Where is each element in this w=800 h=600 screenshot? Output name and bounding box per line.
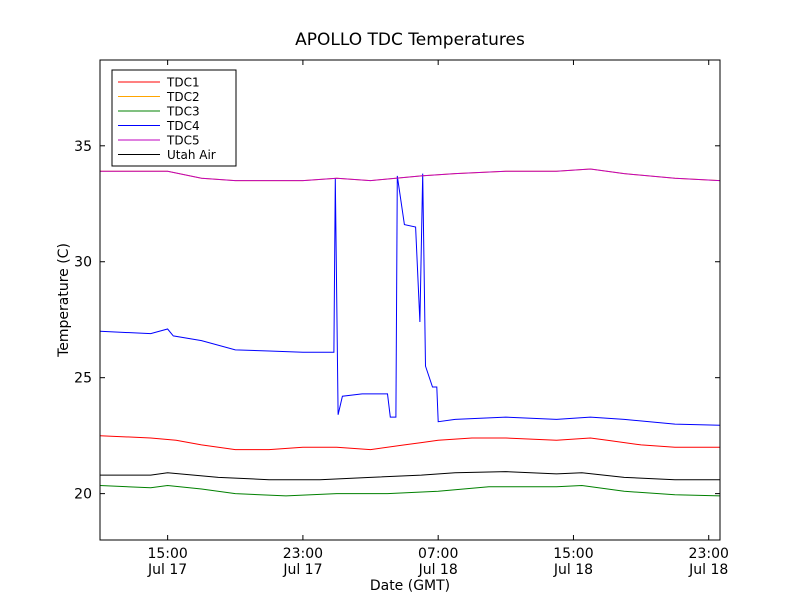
x-tick-date: Jul 18 <box>688 562 728 578</box>
series-line-6 <box>100 471 720 481</box>
y-tick-label: 35 <box>74 139 92 155</box>
x-tick-time: 15:00 <box>553 546 593 562</box>
y-tick-label: 30 <box>74 255 92 271</box>
x-tick-date: Jul 17 <box>147 562 187 578</box>
series-line-5 <box>100 168 720 182</box>
y-tick-label: 25 <box>74 371 92 387</box>
x-tick-date: Jul 17 <box>282 562 322 578</box>
series-line-1 <box>100 435 720 451</box>
legend-box <box>111 69 237 167</box>
x-tick-time: 15:00 <box>147 546 187 562</box>
y-axis: 20 25 30 35 <box>74 139 720 503</box>
series-line-4 <box>100 173 720 426</box>
x-axis-label: Date (GMT) <box>370 578 450 594</box>
plot-frame <box>99 59 721 541</box>
x-tick-date: Jul 18 <box>553 562 593 578</box>
series-layer <box>100 168 720 497</box>
series-line-3 <box>100 484 720 497</box>
x-tick-date: Jul 18 <box>418 562 458 578</box>
legend-label-2: TDC2 <box>166 90 200 104</box>
x-tick-time: 23:00 <box>283 546 323 562</box>
y-tick-label: 20 <box>74 487 92 503</box>
legend-label-4: TDC4 <box>166 119 200 133</box>
legend-label-5: TDC5 <box>166 134 200 148</box>
legend-label-3: TDC3 <box>166 105 200 119</box>
x-tick-time: 07:00 <box>418 546 458 562</box>
legend-label-1: TDC1 <box>166 76 200 90</box>
chart-title: APOLLO TDC Temperatures <box>295 30 525 50</box>
legend-label-6: Utah Air <box>167 148 216 162</box>
y-axis-label: Temperature (C) <box>56 243 72 358</box>
x-tick-time: 23:00 <box>689 546 729 562</box>
